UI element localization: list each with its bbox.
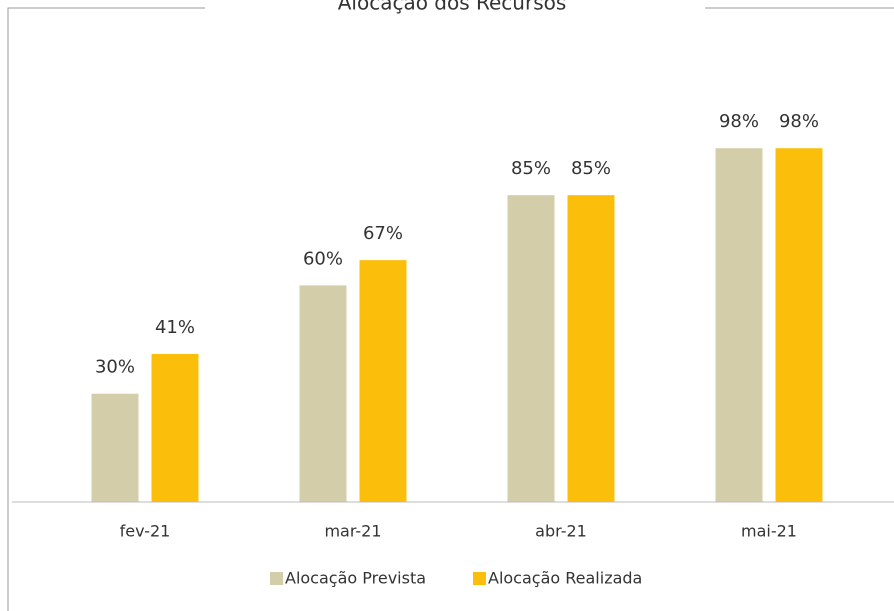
x-tick-label: abr-21 (535, 522, 587, 541)
value-label: 98% (719, 111, 759, 132)
bar (91, 393, 139, 502)
legend-swatch (473, 572, 486, 585)
bar (507, 195, 555, 502)
bar (299, 285, 347, 502)
bar (151, 353, 199, 502)
value-label: 41% (155, 317, 195, 338)
bar (715, 148, 763, 502)
value-label: 30% (95, 357, 135, 378)
x-tick-label: fev-21 (120, 522, 171, 541)
legend-label: Alocação Realizada (488, 569, 642, 588)
value-label: 60% (303, 248, 343, 269)
frame (7, 7, 205, 611)
bar (775, 148, 823, 502)
value-label: 67% (363, 223, 403, 244)
x-tick-label: mai-21 (741, 522, 797, 541)
x-tick-label: mar-21 (324, 522, 381, 541)
bar (567, 195, 615, 502)
value-label: 85% (511, 158, 551, 179)
chart-title: Alocação dos Recursos (338, 0, 567, 15)
legend-swatch (270, 572, 283, 585)
bar (359, 260, 407, 502)
legend-label: Alocação Prevista (285, 569, 426, 588)
value-label: 98% (779, 111, 819, 132)
value-label: 85% (571, 158, 611, 179)
